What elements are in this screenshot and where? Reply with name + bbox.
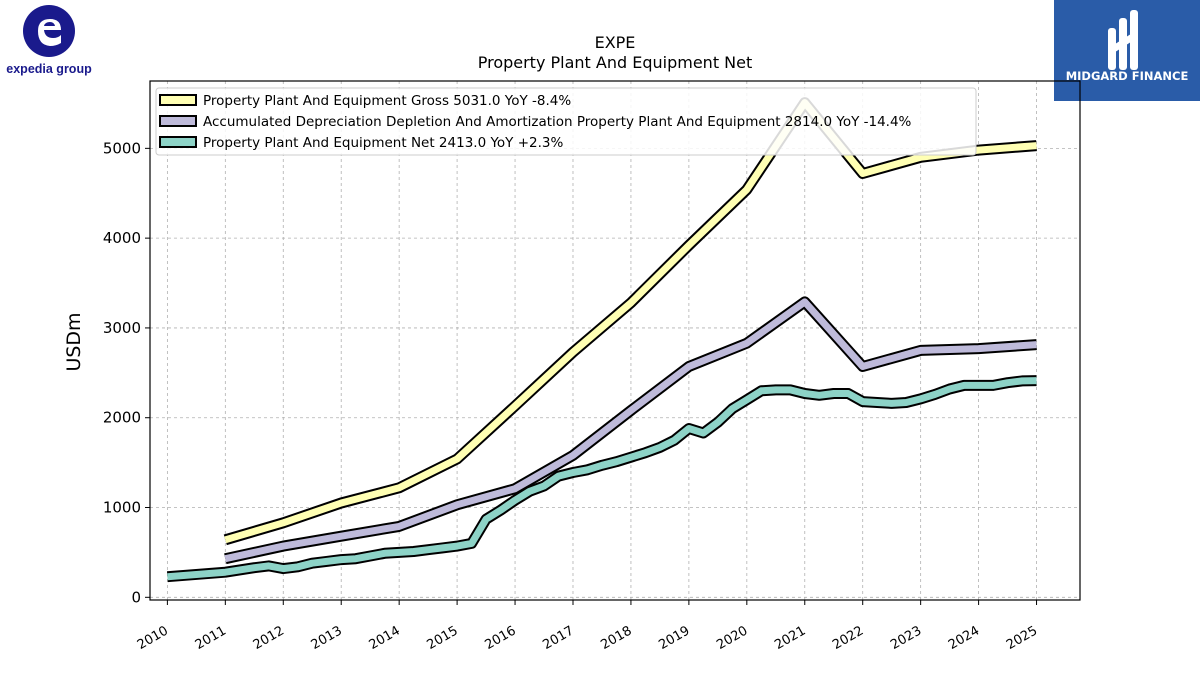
x-tick-label: 2020	[714, 623, 750, 653]
x-tick-label: 2015	[425, 623, 461, 653]
y-tick-label: 3000	[103, 319, 141, 337]
chart-subtitle: Property Plant And Equipment Net	[478, 53, 753, 72]
x-tick-label: 2012	[251, 623, 287, 653]
x-tick-label: 2016	[482, 623, 518, 653]
x-axis-ticks: 2010 2011 2012 2013 2014 2015 2016 2017 2018 2019…	[135, 600, 1040, 653]
midgard-emblem-icon	[1108, 10, 1138, 70]
expedia-group-label: expedia group	[6, 62, 92, 76]
grid	[150, 81, 1080, 600]
y-axis-label: USDm	[63, 312, 85, 371]
y-tick-label: 1000	[103, 499, 141, 517]
y-tick-label: 2000	[103, 409, 141, 427]
x-tick-label: 2018	[598, 623, 634, 653]
x-tick-label: 2025	[1004, 623, 1040, 653]
legend-swatch-0	[159, 94, 197, 106]
y-tick-label: 4000	[103, 229, 141, 247]
chart-title: EXPE	[595, 33, 636, 52]
y-axis-ticks: 0 1000 2000 3000 4000 5000	[103, 139, 150, 606]
x-tick-label: 2017	[540, 623, 576, 653]
y-tick-label: 5000	[103, 139, 141, 157]
midgard-finance-logo: MIDGARD FINANCE	[1054, 0, 1200, 101]
x-tick-label: 2021	[772, 623, 808, 653]
legend-label-0: Property Plant And Equipment Gross 5031.…	[203, 93, 571, 109]
x-tick-label: 2024	[946, 623, 982, 653]
plot-frame	[149, 80, 1081, 601]
series-lines	[166, 97, 1037, 583]
y-tick-label: 0	[131, 588, 141, 606]
x-tick-label: 2014	[367, 623, 403, 653]
x-tick-label: 2023	[888, 623, 924, 653]
legend-swatch-2	[159, 136, 197, 148]
legend-swatch-1	[159, 115, 197, 127]
legend-label-2: Property Plant And Equipment Net 2413.0 …	[203, 135, 563, 151]
legend-label-1: Accumulated Depreciation Depletion And A…	[203, 114, 912, 130]
series-line-2	[167, 377, 1037, 581]
x-tick-label: 2019	[656, 623, 692, 653]
series-line-0	[224, 99, 1037, 544]
x-tick-label: 2011	[193, 623, 229, 653]
x-tick-label: 2010	[135, 623, 171, 653]
legend: Property Plant And Equipment Gross 5031.…	[155, 87, 977, 156]
expedia-circle-icon	[23, 5, 75, 57]
legend-box	[155, 87, 977, 156]
series-line-1	[224, 298, 1037, 563]
expedia-e-glyph	[38, 19, 61, 46]
expedia-group-logo: expedia group	[6, 5, 92, 76]
midgard-finance-label: MIDGARD FINANCE	[1066, 69, 1189, 83]
x-tick-label: 2013	[309, 623, 345, 653]
x-tick-label: 2022	[830, 623, 866, 653]
